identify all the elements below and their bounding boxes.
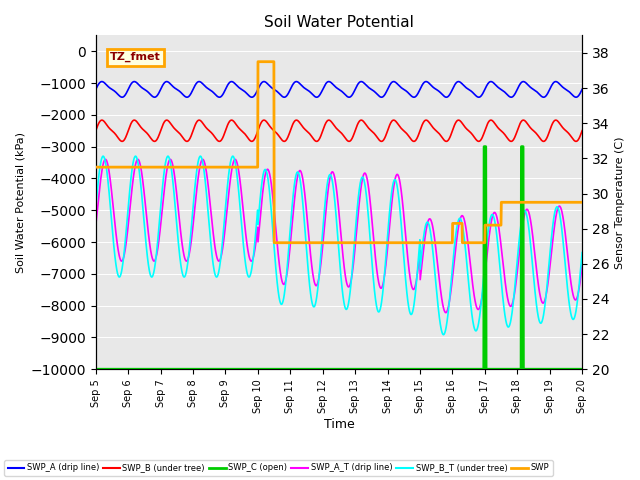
Legend: SWP_A (drip line), SWP_B (under tree), SWP_C (open), SWP_A_T (drip line), SWP_B_: SWP_A (drip line), SWP_B (under tree), S… xyxy=(4,460,552,476)
Text: TZ_fmet: TZ_fmet xyxy=(110,52,161,62)
X-axis label: Time: Time xyxy=(324,419,355,432)
Y-axis label: Sensor Temperature (C): Sensor Temperature (C) xyxy=(615,136,625,268)
Title: Soil Water Potential: Soil Water Potential xyxy=(264,15,414,30)
Y-axis label: Soil Water Potential (kPa): Soil Water Potential (kPa) xyxy=(15,132,25,273)
